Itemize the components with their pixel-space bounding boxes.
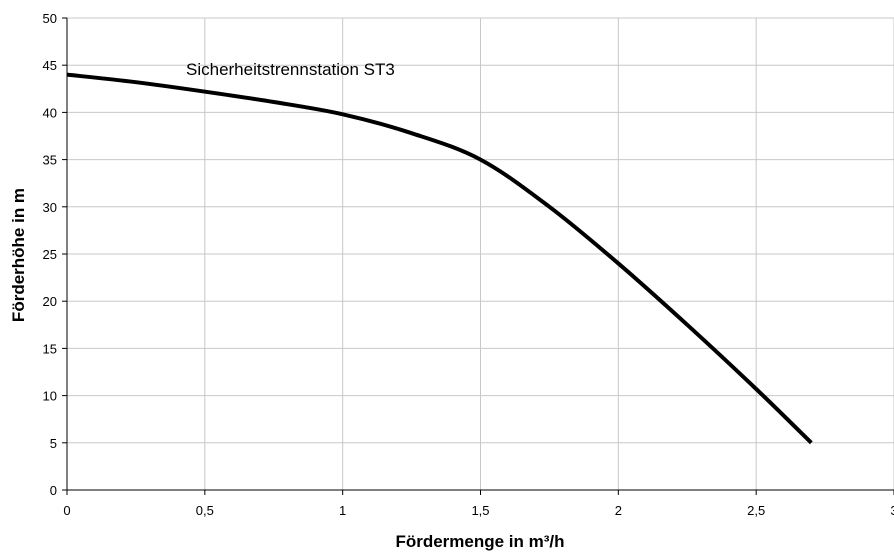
y-tick-label: 25: [43, 247, 57, 262]
x-tick-label: 0: [63, 503, 70, 518]
series-line: [66, 72, 813, 445]
x-tick-label: 2: [615, 503, 622, 518]
y-axis-title: Förderhöhe in m: [9, 188, 28, 322]
y-tick-label: 0: [50, 483, 57, 498]
y-tick-label: 45: [43, 58, 57, 73]
axes: [62, 17, 894, 495]
x-tick-label: 2,5: [747, 503, 765, 518]
y-tick-label: 35: [43, 153, 57, 168]
x-tick-label: 3: [890, 503, 894, 518]
grid-lines: [67, 17, 894, 490]
y-tick-label: 50: [43, 11, 57, 26]
y-tick-label: 5: [50, 436, 57, 451]
x-tick-labels: 0 0,5 1 1,5 2 2,5 3: [63, 503, 894, 518]
x-axis-title: Fördermenge in m³/h: [395, 532, 564, 551]
y-tick-labels: 0 5 10 15 20 25 30 35 40 45 50: [43, 11, 57, 498]
y-tick-label: 30: [43, 200, 57, 215]
y-tick-label: 10: [43, 389, 57, 404]
chart-annotation: Sicherheitstrennstation ST3: [186, 60, 395, 79]
y-tick-label: 40: [43, 105, 57, 120]
y-tick-label: 15: [43, 341, 57, 356]
series: [66, 72, 813, 445]
y-tick-label: 20: [43, 294, 57, 309]
x-tick-label: 1: [339, 503, 346, 518]
x-tick-label: 1,5: [471, 503, 489, 518]
x-tick-label: 0,5: [196, 503, 214, 518]
